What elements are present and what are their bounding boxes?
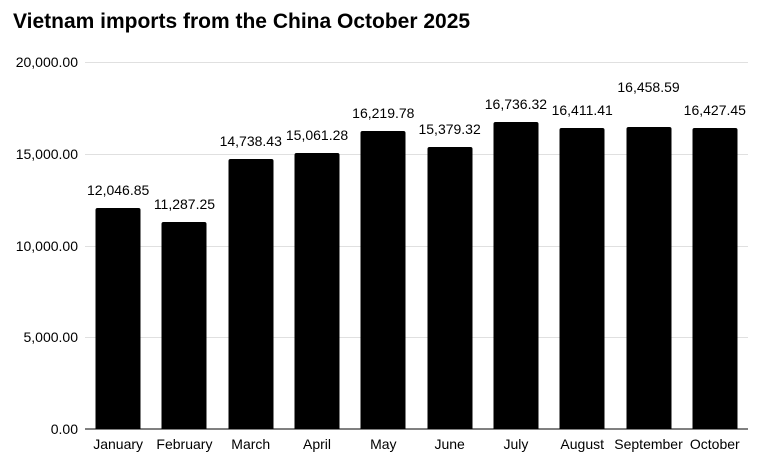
bar-value-label: 16,427.45 [683,101,746,118]
x-tick-june: June [434,436,465,452]
y-tick-0: 0.00 [50,421,78,437]
plot-area: 12,046.85 January 11,287.25 February 14,… [85,62,748,453]
y-axis: 20,000.00 15,000.00 10,000.00 5,000.00 0… [0,54,79,437]
x-tick-july: July [503,436,529,452]
bar-group-august: 16,411.41 August [549,62,615,452]
x-tick-october: October [689,436,740,452]
y-tick-5000: 5,000.00 [23,329,79,346]
gridline-10000 [85,245,748,247]
bar-october[interactable] [692,127,738,429]
x-axis-baseline [85,428,748,430]
chart-title: Vietnam imports from the China October 2… [13,10,471,33]
x-tick-september: September [614,436,683,452]
bar-group-may: 16,219.78 May [350,62,416,452]
y-tick-15000: 15,000.00 [15,145,78,162]
x-tick-may: May [370,436,397,452]
bar-july[interactable] [493,121,539,429]
bar-value-label: 14,738.43 [219,132,282,149]
bar-value-label: 12,046.85 [86,181,150,198]
gridline-20000 [85,62,748,63]
y-tick-20000: 20,000.00 [15,54,78,70]
bar-february[interactable] [161,221,207,429]
bar-june[interactable] [427,146,473,429]
bar-group-june: 15,379.32 June [416,62,482,452]
bar-august[interactable] [559,127,605,429]
bar-group-january: 12,046.85 January [85,62,151,452]
bar-value-label: 15,061.28 [285,126,349,143]
x-tick-august: August [560,436,605,452]
bar-may[interactable] [360,131,406,429]
bar-series: 12,046.85 January 11,287.25 February 14,… [85,62,748,453]
bar-value-label: 11,287.25 [153,195,216,212]
x-tick-april: April [303,436,332,452]
x-tick-february: February [156,436,213,452]
bar-value-label: 16,219.78 [352,105,415,122]
bar-january[interactable] [95,207,141,429]
bar-group-september: 16,458.59 September [614,62,682,452]
bar-group-april: 15,061.28 April [284,62,350,452]
x-tick-march: March [231,436,271,452]
bar-group-february: 11,287.25 February [151,62,217,452]
bar-group-july: 16,736.32 July [483,62,549,452]
bar-march[interactable] [228,158,274,429]
y-tick-10000: 10,000.00 [15,237,78,254]
x-tick-january: January [93,436,144,452]
gridline-15000 [85,153,748,155]
bar-group-october: 16,427.45 October [682,62,748,452]
bar-september[interactable] [626,127,672,429]
bar-group-march: 14,738.43 March [218,62,284,453]
bar-value-label: 16,458.59 [617,79,680,95]
bar-april[interactable] [294,152,340,429]
bar-value-label: 15,379.32 [418,120,481,137]
bar-value-label: 16,736.32 [484,95,548,112]
gridline-5000 [85,337,748,339]
bar-value-label: 16,411.41 [551,101,613,118]
